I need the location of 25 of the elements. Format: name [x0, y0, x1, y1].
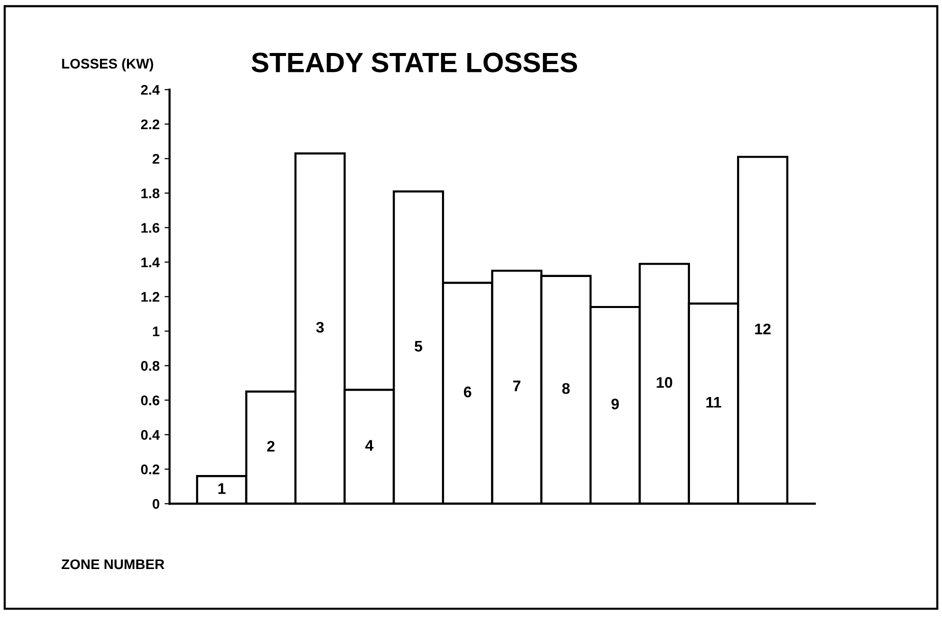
y-tick-label: 1.4 — [141, 258, 160, 268]
y-tick-label: 2 — [152, 154, 160, 164]
x-tick-label: 9 — [611, 398, 619, 410]
x-tick-label: 3 — [316, 322, 324, 333]
y-tick-label: 0.6 — [141, 395, 160, 406]
y-tick-label: 0.4 — [141, 430, 160, 440]
x-tick-label: 12 — [755, 324, 771, 334]
y-tick-label: 0 — [152, 499, 160, 509]
y-tick-label: 0.8 — [141, 360, 160, 371]
y-tick-label: 2.2 — [141, 119, 160, 130]
x-tick-label: 5 — [414, 340, 422, 352]
y-tick-label: 1.2 — [141, 292, 160, 302]
x-tick-label: 11 — [706, 397, 722, 408]
y-tick-label: 2.4 — [141, 84, 160, 95]
x-tick-label: 6 — [464, 386, 472, 398]
x-tick-label: 7 — [513, 380, 520, 392]
y-axis-title: LOSSES (KW) — [62, 58, 154, 72]
y-tick-label: 1.8 — [141, 188, 160, 198]
x-tick-label: 8 — [562, 383, 570, 394]
y-tick-label: 1.6 — [141, 222, 160, 233]
y-tick-label: 0.2 — [141, 464, 160, 474]
chart-title: STEADY STATE LOSSES — [252, 52, 578, 72]
x-tick-label: 10 — [656, 377, 672, 388]
x-axis-title: ZONE NUMBER — [62, 559, 164, 570]
x-tick-label: 4 — [365, 440, 374, 451]
